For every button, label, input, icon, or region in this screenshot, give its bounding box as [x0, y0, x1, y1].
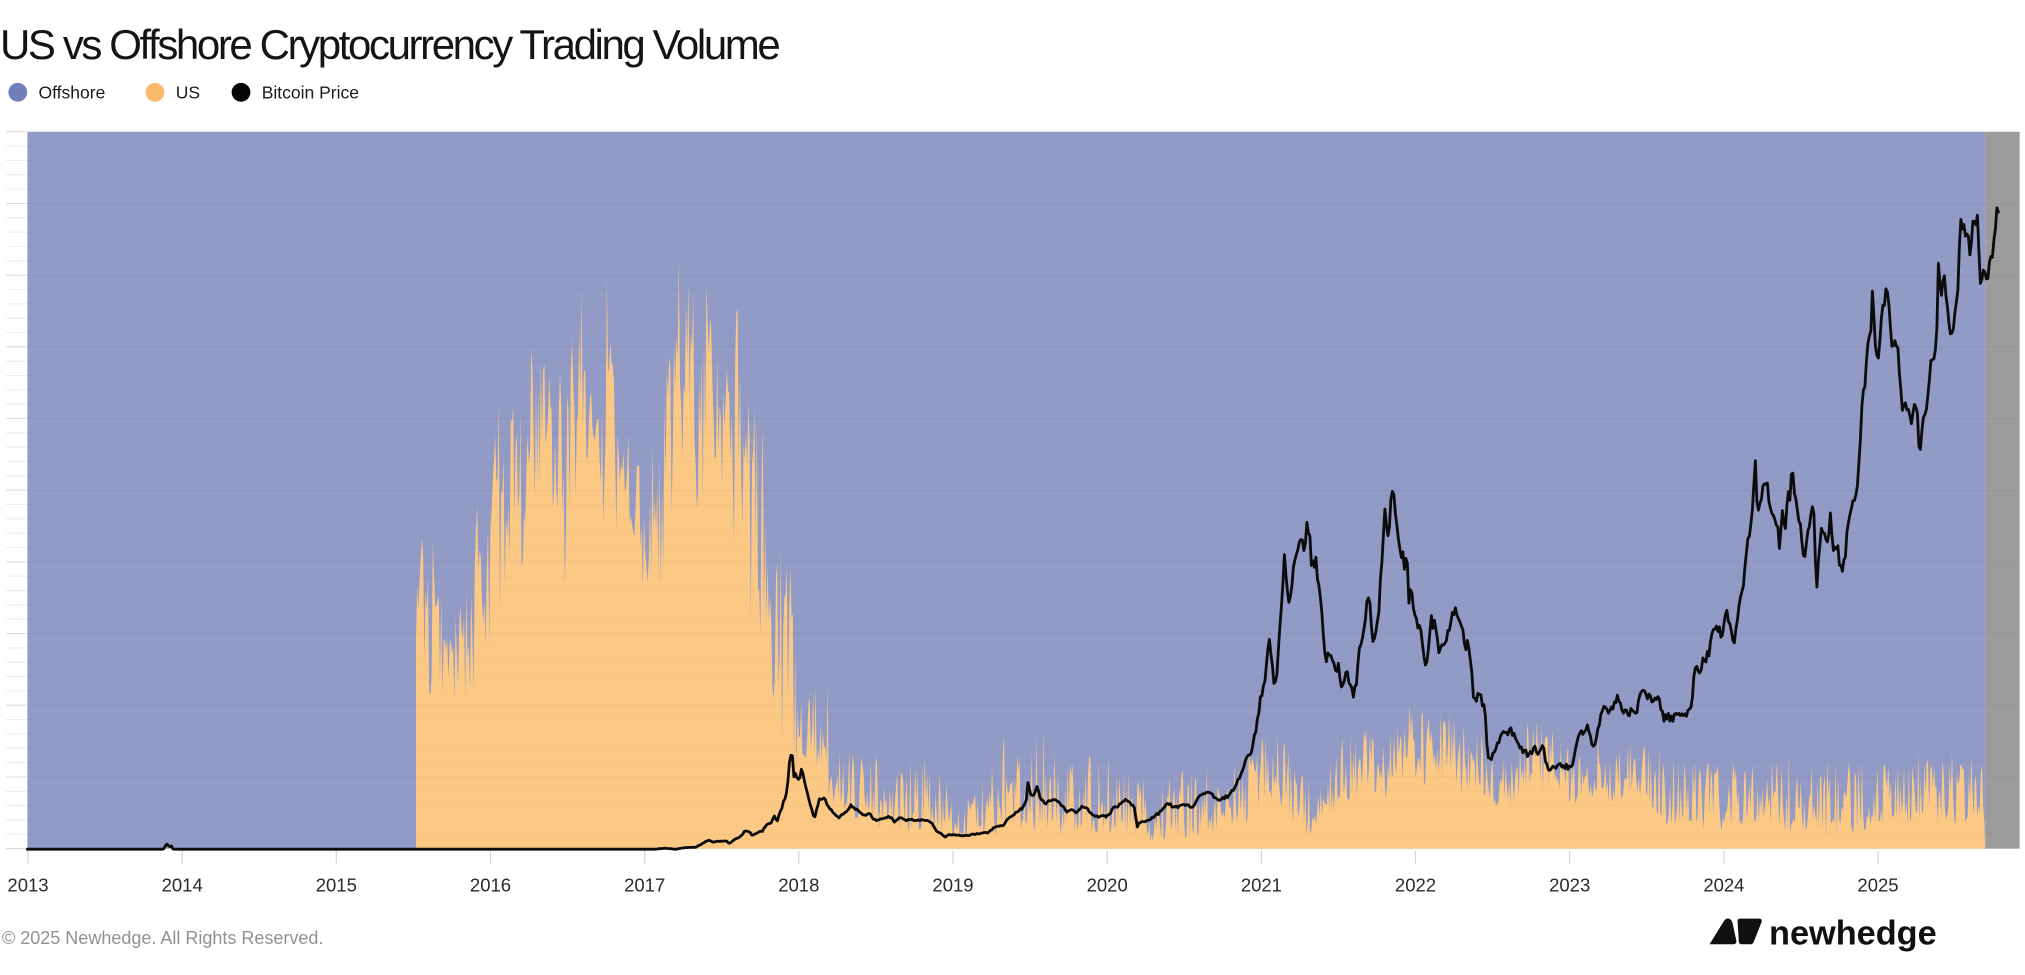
svg-text:US vs Offshore Cryptocurrency: US vs Offshore Cryptocurrency Trading Vo…: [0, 21, 779, 68]
svg-text:2014: 2014: [162, 875, 203, 896]
svg-text:2016: 2016: [470, 875, 511, 896]
svg-text:US: US: [176, 82, 200, 102]
svg-text:2013: 2013: [7, 875, 48, 896]
svg-text:2020: 2020: [1087, 875, 1128, 896]
svg-text:2017: 2017: [624, 875, 665, 896]
svg-text:2024: 2024: [1703, 875, 1744, 896]
svg-text:2022: 2022: [1395, 875, 1436, 896]
svg-text:Bitcoin Price: Bitcoin Price: [262, 82, 359, 102]
svg-text:© 2025 Newhedge. All Rights Re: © 2025 Newhedge. All Rights Reserved.: [2, 928, 323, 948]
svg-text:Offshore: Offshore: [39, 82, 106, 102]
svg-text:2021: 2021: [1241, 875, 1282, 896]
svg-text:newhedge: newhedge: [1769, 914, 1937, 952]
svg-text:2019: 2019: [932, 875, 973, 896]
svg-text:2023: 2023: [1549, 875, 1590, 896]
svg-text:2018: 2018: [778, 875, 819, 896]
svg-text:2025: 2025: [1857, 875, 1898, 896]
svg-text:2015: 2015: [316, 875, 357, 896]
